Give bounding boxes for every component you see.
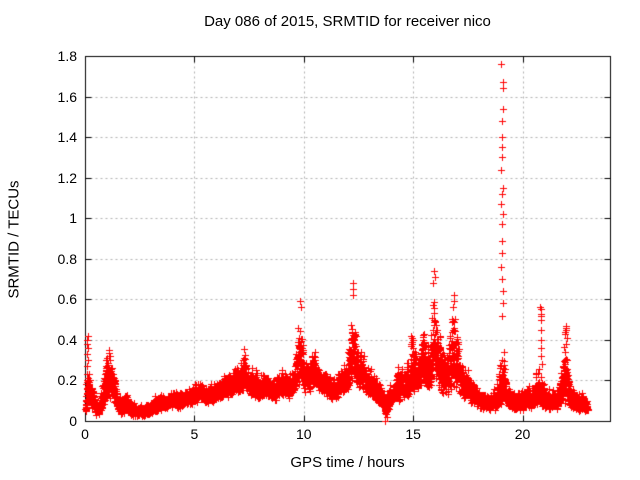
- y-tick-label: 1.2: [57, 169, 77, 186]
- y-tick-label: 0: [69, 413, 77, 429]
- x-axis-label: GPS time / hours: [290, 454, 405, 471]
- x-tick-label: 15: [405, 426, 421, 442]
- x-tick-label: 5: [190, 426, 199, 442]
- y-tick-label: 0.8: [57, 250, 77, 267]
- y-tick-label: 0.2: [57, 372, 77, 389]
- y-tick-label: 1: [69, 210, 77, 227]
- chart-title: Day 086 of 2015, SRMTID for receiver nic…: [204, 13, 491, 30]
- x-tick-label: 20: [514, 426, 531, 442]
- y-tick-label: 1.4: [57, 129, 77, 146]
- y-tick-label: 1.8: [57, 48, 77, 64]
- x-tick-label: 10: [295, 426, 312, 442]
- y-tick-label: 1.6: [57, 88, 77, 105]
- y-axis-label: SRMTID / TECUs: [5, 180, 23, 299]
- x-tick-label: 0: [81, 426, 89, 442]
- y-tick-label: 0.6: [57, 291, 77, 308]
- y-tick-label: 0.4: [57, 331, 77, 348]
